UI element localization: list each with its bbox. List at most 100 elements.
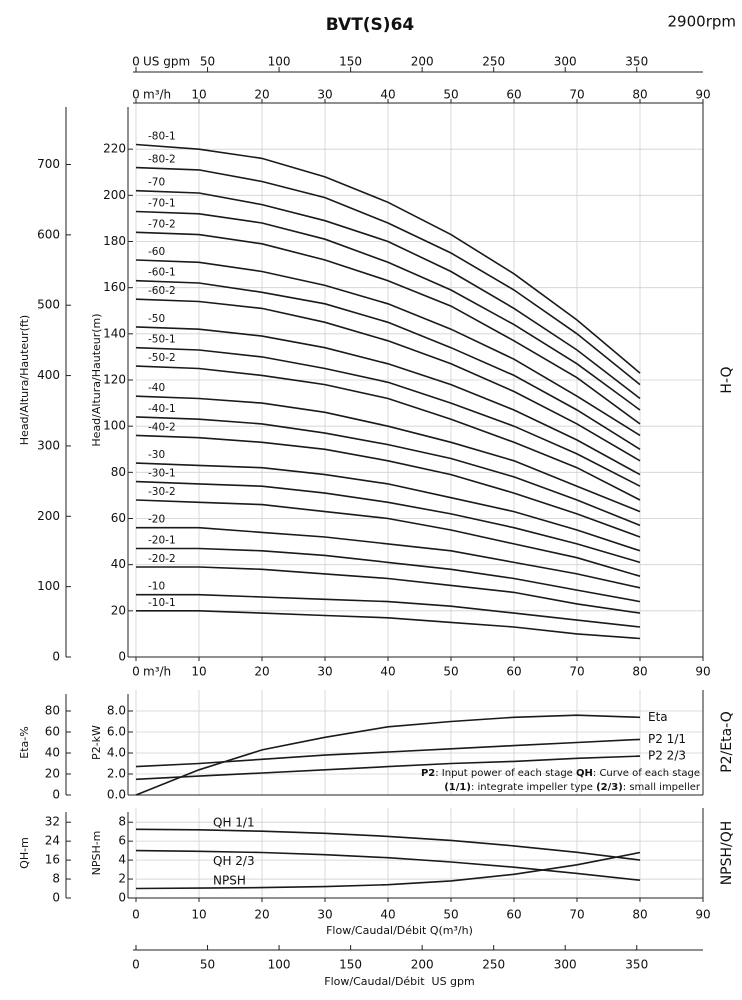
x2-tick-label: 0 xyxy=(132,55,140,69)
curve xyxy=(136,593,641,628)
curve xyxy=(135,395,641,513)
x2-tick-label: 300 xyxy=(554,55,577,69)
x2-tick-label: 200 xyxy=(411,55,434,69)
x-tick-label: 20 xyxy=(254,908,269,922)
curve xyxy=(135,143,641,374)
y-tick-label: 0 xyxy=(118,891,126,905)
note-part: (2/3) xyxy=(596,782,623,793)
y2-tick-label: 80 xyxy=(45,704,60,718)
curve-label: Eta xyxy=(648,710,668,724)
curve xyxy=(135,738,641,768)
x-tick-label: 10 xyxy=(191,908,206,922)
curve xyxy=(135,755,641,781)
x-tick-label: 50 xyxy=(443,665,458,679)
x-tick-label: 70 xyxy=(569,665,584,679)
y-tick-label: 140 xyxy=(103,326,126,340)
y2-tick-label: 0 xyxy=(52,788,60,802)
y2-tick-label: 300 xyxy=(37,438,60,452)
curve xyxy=(135,828,641,861)
y2-tick-label: 40 xyxy=(45,746,60,760)
curve-label: -70-1 xyxy=(148,197,176,209)
y-tick-label: 20 xyxy=(111,603,126,617)
curve-label: -50 xyxy=(148,313,165,325)
x-tick-label: 20 xyxy=(254,88,269,102)
x-tick-label: 80 xyxy=(632,665,647,679)
y-tick-label: 2 xyxy=(118,872,126,886)
note-part: QH xyxy=(576,768,593,779)
x-tick-label: 30 xyxy=(317,88,332,102)
x-tick-label: 90 xyxy=(695,88,710,102)
curve xyxy=(135,416,641,527)
chart-title: BVT(S)64 xyxy=(326,15,415,35)
curve xyxy=(135,231,641,425)
y2-tick-label: 600 xyxy=(37,227,60,241)
curve xyxy=(135,210,641,411)
x-tick-label: 80 xyxy=(632,908,647,922)
curve-label: -40-2 xyxy=(148,421,176,433)
x2-tick-label: 150 xyxy=(339,958,362,972)
x-tick-label: 90 xyxy=(695,665,710,679)
y2-tick-label: 8 xyxy=(52,872,60,886)
x2-tick-label: 50 xyxy=(200,55,215,69)
y-tick-label: 200 xyxy=(103,188,126,202)
y2-tick-label: 16 xyxy=(45,853,60,867)
panel-label: P2/Eta-Q xyxy=(719,711,735,773)
x-tick-label: 20 xyxy=(254,665,269,679)
y-tick-label: 160 xyxy=(103,280,126,294)
curve-label: -40 xyxy=(148,382,165,394)
curve xyxy=(135,499,641,577)
y-tick-label: 4 xyxy=(118,853,126,867)
note-part: P2 xyxy=(421,768,435,779)
curve xyxy=(135,434,641,538)
x2-tick-label: 50 xyxy=(200,958,215,972)
curve-label: NPSH xyxy=(213,874,246,888)
curve-label: QH 2/3 xyxy=(213,854,255,868)
x-tick-label: 70 xyxy=(569,908,584,922)
curve xyxy=(135,714,641,796)
curve xyxy=(135,279,641,450)
panel-label: H-Q xyxy=(719,366,735,393)
curve-label: -40-1 xyxy=(148,403,176,415)
x2-tick-label: 0 xyxy=(132,958,140,972)
x-axis-title: Flow/Caudal/Débit Q(m³/h) xyxy=(326,924,473,937)
curve-label: -30-2 xyxy=(148,486,176,498)
y2-tick-label: 32 xyxy=(45,815,60,829)
note-part: : integrate impeller type xyxy=(471,782,596,793)
x-tick-label: 90 xyxy=(695,908,710,922)
x2-tick-label: 300 xyxy=(554,958,577,972)
y-axis-title: P2-kW xyxy=(90,725,103,760)
curve-label: -20-1 xyxy=(148,535,176,547)
y-axis-title: Head/Altura/Hauteur(m) xyxy=(90,313,103,446)
curve-label: P2 2/3 xyxy=(648,749,686,763)
curve-label: -70 xyxy=(148,177,165,189)
curve-label: -10 xyxy=(148,581,165,593)
y2-tick-label: 400 xyxy=(37,368,60,382)
curve-label: -60 xyxy=(148,246,165,258)
x2-tick-label: 150 xyxy=(339,55,362,69)
y2-tick-label: 700 xyxy=(37,157,60,171)
y-tick-label: 8 xyxy=(118,815,126,829)
x2-axis-title: Flow/Caudal/Débit US gpm xyxy=(324,975,475,988)
y2-tick-label: 500 xyxy=(37,298,60,312)
curve xyxy=(135,259,641,437)
x-tick-label: 60 xyxy=(506,88,521,102)
note: (1/1): integrate impeller type (2/3): sm… xyxy=(444,782,701,793)
y2-tick-label: 0 xyxy=(52,650,60,664)
curve xyxy=(136,566,641,614)
y2-tick-label: 20 xyxy=(45,767,60,781)
x-tick-label: 0 xyxy=(132,88,140,102)
x-tick-label: 40 xyxy=(380,908,395,922)
x2-tick-label: 350 xyxy=(625,55,648,69)
curve xyxy=(135,365,641,501)
x-tick-label: 30 xyxy=(317,665,332,679)
x2-tick-label: 250 xyxy=(482,958,505,972)
y-tick-label: 0.0 xyxy=(107,788,126,802)
curve xyxy=(136,526,641,589)
x-tick-label: 60 xyxy=(506,908,521,922)
x-tick-label: 0 xyxy=(132,665,140,679)
y-tick-label: 80 xyxy=(111,465,126,479)
chart-subtitle: 2900rpm xyxy=(668,13,736,31)
note-part: : Input power of each stage xyxy=(435,768,576,779)
curve-label: -80-2 xyxy=(148,154,176,166)
curve-label: -10-1 xyxy=(148,597,176,609)
